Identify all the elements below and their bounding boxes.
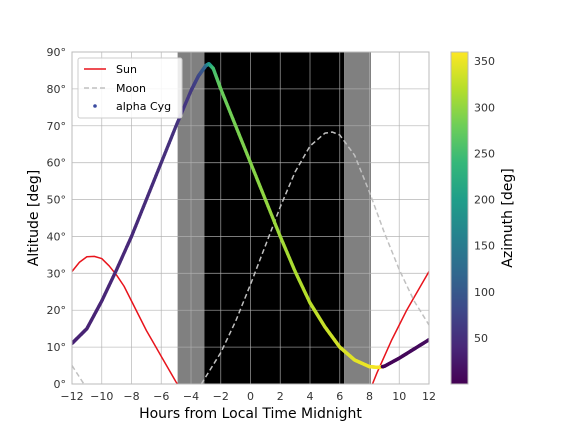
y-tick-label: 10° — [47, 341, 67, 354]
y-tick-label: 40° — [47, 230, 67, 243]
y-tick-label: 90° — [47, 46, 67, 59]
x-tick-label: 2 — [277, 390, 284, 403]
x-tick-label: 0 — [247, 390, 254, 403]
y-axis-label: Altitude [deg] — [26, 170, 42, 266]
legend-box — [77, 57, 183, 119]
colorbar-gradient — [451, 52, 468, 384]
x-axis-ticks: −12 −10 −8 −6 −4 −2 0 2 4 6 8 10 12 — [60, 390, 436, 403]
y-tick-label: 50° — [47, 194, 67, 207]
y-tick-label: 80° — [47, 83, 67, 96]
colorbar-tick-label: 150 — [474, 240, 495, 253]
x-tick-label: 12 — [422, 390, 436, 403]
y-tick-label: 60° — [47, 157, 67, 170]
y-tick-label: 30° — [47, 267, 67, 280]
moon-line — [200, 131, 429, 384]
moon-line — [72, 365, 85, 384]
y-tick-label: 20° — [47, 304, 67, 317]
colorbar-tick-label: 200 — [474, 194, 495, 207]
x-tick-label: −12 — [60, 390, 83, 403]
x-tick-label: 4 — [307, 390, 314, 403]
twilight-band — [344, 52, 371, 384]
colorbar-label: Azimuth [deg] — [500, 168, 516, 267]
y-tick-label: 70° — [47, 120, 67, 133]
colorbar-tick-label: 250 — [474, 147, 495, 160]
colorbar-frame — [450, 51, 469, 385]
legend-moon-label: Moon — [116, 82, 146, 95]
y-axis-ticks: 0° 10° 20° 30° 40° 50° 60° 70° 80° 90° — [47, 46, 67, 391]
x-tick-label: −2 — [213, 390, 229, 403]
x-tick-label: 10 — [392, 390, 406, 403]
colorbar: 50 100 150 200 250 300 350 Azimuth [deg] — [450, 51, 516, 385]
legend-alpha-cyg-label: alpha Cyg — [116, 100, 171, 113]
legend-alpha-cyg-swatch — [93, 104, 97, 108]
legend-sun-label: Sun — [116, 63, 137, 76]
x-tick-label: 6 — [336, 390, 343, 403]
colorbar-tick-label: 300 — [474, 101, 495, 114]
x-tick-label: 8 — [366, 390, 373, 403]
colorbar-tick-label: 350 — [474, 55, 495, 68]
y-tick-label: 0° — [54, 378, 67, 391]
x-tick-label: −6 — [153, 390, 169, 403]
colorbar-tick-label: 50 — [474, 332, 488, 345]
legend: Sun Moon alpha Cyg — [77, 57, 183, 119]
x-tick-label: −10 — [90, 390, 113, 403]
series-layer — [72, 62, 429, 384]
colorbar-ticks: 50 100 150 200 250 300 350 — [474, 55, 495, 345]
sun-line — [72, 255, 179, 384]
x-tick-label: −8 — [123, 390, 139, 403]
plot-frame — [71, 51, 430, 385]
colorbar-tick-label: 100 — [474, 286, 495, 299]
x-tick-label: −4 — [183, 390, 199, 403]
x-axis-label: Hours from Local Time Midnight — [139, 406, 362, 422]
